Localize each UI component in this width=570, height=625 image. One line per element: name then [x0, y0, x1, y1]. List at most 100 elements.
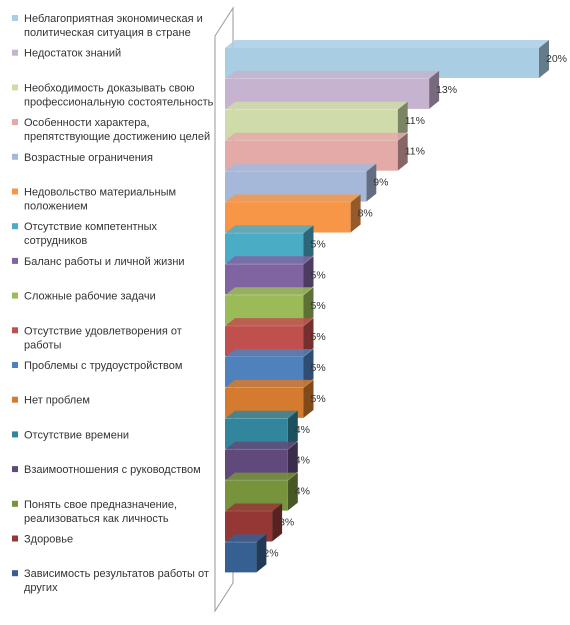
bar-value-label: 4% [295, 424, 310, 436]
bar-value-label: 8% [358, 208, 373, 220]
bar-top-face [225, 287, 314, 296]
bar-top-face [225, 101, 408, 110]
bar-value-label: 20% [546, 53, 567, 65]
bar-side-face [397, 132, 408, 171]
bar-value-label: 4% [295, 486, 310, 498]
legend-item: Отсутствие удовлетворения от работы [12, 325, 182, 351]
legend-item: Взаимоотношения с руководством [12, 464, 201, 476]
legend-swatch [12, 49, 18, 56]
legend-item: Сложные рабочие задачи [12, 291, 156, 303]
legend-item: Нет проблем [12, 395, 90, 407]
bar-side-face [303, 379, 314, 418]
bar-top-face [225, 472, 298, 481]
legend-swatch [12, 535, 18, 542]
bar-value-label: 5% [311, 362, 326, 374]
bar-top-face [225, 163, 377, 172]
bar-top-face [225, 70, 440, 79]
bar-top-face [225, 256, 314, 265]
bar-side-face [397, 101, 408, 140]
bar-side-face [287, 410, 298, 449]
bar-top-face [225, 410, 298, 419]
legend-label: Недостаток знаний [24, 48, 121, 60]
legend-swatch [12, 223, 18, 230]
bar-value-label: 5% [311, 238, 326, 250]
bar-top-face [225, 379, 314, 388]
bar-top-face [225, 503, 283, 512]
value-labels-group: 20% 13% 11% 11% 9% 8% 5% 5% 5% 5% 5% 5% 4% 4% 4% 3% 2% [263, 53, 567, 559]
legend-swatch [12, 257, 18, 264]
bar-side-face [429, 70, 440, 109]
bar-value-label: 5% [311, 331, 326, 343]
legend-swatch [12, 153, 18, 160]
legend-label: Отсутствие компетентных сотрудников [24, 221, 158, 247]
legend-label: Отсутствие времени [24, 429, 129, 441]
bar-value-label: 11% [405, 146, 425, 158]
legend-label: Зависимость результатов работы от других [24, 568, 209, 594]
bar-top-face [225, 349, 314, 357]
legend-swatch [12, 84, 18, 91]
legend-swatch [12, 15, 18, 21]
legend-swatch [12, 500, 18, 507]
legend-swatch [12, 292, 18, 299]
legend-item: Зависимость результатов работы от других [12, 568, 209, 594]
legend-item: Проблемы с трудоустройством [12, 360, 182, 372]
legend-item: Неблагоприятная экономическая и политичес… [12, 13, 203, 39]
bar [225, 534, 267, 573]
legend-item: Недостаток знаний [12, 48, 121, 60]
bar-top-face [225, 194, 361, 203]
bar-side-face [303, 318, 314, 357]
bars-group [225, 40, 549, 573]
bar-value-label: 13% [436, 84, 457, 96]
bar-side-face [303, 287, 314, 326]
legend-swatch [12, 466, 18, 473]
legend-label: Взаимоотношения с руководством [24, 464, 201, 476]
bar-value-label: 4% [295, 455, 310, 467]
bar-side-face [366, 163, 377, 202]
legend-label: Здоровье [24, 534, 73, 546]
legend-item: Отсутствие времени [12, 429, 129, 441]
legend-swatch [12, 188, 18, 195]
legend-swatch [12, 570, 18, 577]
bar-side-face [303, 256, 314, 295]
legend-item: Здоровье [12, 534, 73, 546]
legend-label: Особенности характера, препятствующие дос… [24, 117, 210, 143]
legend-item: Необходимость доказывать свою профессиона… [12, 82, 214, 108]
legend-label: Нет проблем [24, 395, 90, 407]
bar-side-face [303, 349, 314, 387]
legend-label: Проблемы с трудоустройством [24, 360, 182, 372]
legend-label: Возрастные ограничения [24, 152, 153, 164]
legend-swatch [12, 362, 18, 368]
bar-front-face [225, 542, 257, 573]
bar-value-label: 5% [311, 269, 326, 281]
bar-top-face [225, 318, 314, 327]
bar-side-face [350, 194, 361, 233]
bar-side-face [256, 534, 267, 573]
bar-value-label: 11% [405, 115, 425, 127]
legend-item: Понять свое предназначение, реализоваться… [12, 499, 177, 525]
bar-top-face [225, 441, 298, 450]
bar-top-face [225, 225, 314, 234]
legend-item: Баланс работы и личной жизни [12, 256, 185, 268]
legend-label: Недовольство материальным положением [24, 187, 176, 213]
bar-top-face [225, 132, 408, 141]
legend-swatch [12, 327, 18, 334]
bar-side-face [539, 40, 549, 78]
legend-swatch [12, 396, 18, 403]
bar-top-face [225, 534, 267, 543]
bar-side-face [303, 225, 314, 264]
legend-item: Возрастные ограничения [12, 152, 153, 164]
bar-side-face [287, 441, 298, 480]
legend: Неблагоприятная экономическая и политичес… [12, 13, 214, 594]
legend-label: Сложные рабочие задачи [24, 291, 156, 303]
bar-value-label: 9% [373, 177, 388, 189]
legend-label: Неблагоприятная экономическая и политичес… [24, 13, 203, 39]
legend-label: Отсутствие удовлетворения от работы [24, 325, 182, 351]
legend-swatch [12, 119, 18, 126]
legend-item: Особенности характера, препятствующие дос… [12, 117, 210, 143]
bar-value-label: 2% [263, 547, 278, 559]
legend-item: Отсутствие компетентных сотрудников [12, 221, 158, 247]
legend-label: Понять свое предназначение, реализоваться… [24, 499, 177, 525]
bar-side-face [272, 503, 283, 542]
bar-value-label: 5% [311, 300, 326, 312]
